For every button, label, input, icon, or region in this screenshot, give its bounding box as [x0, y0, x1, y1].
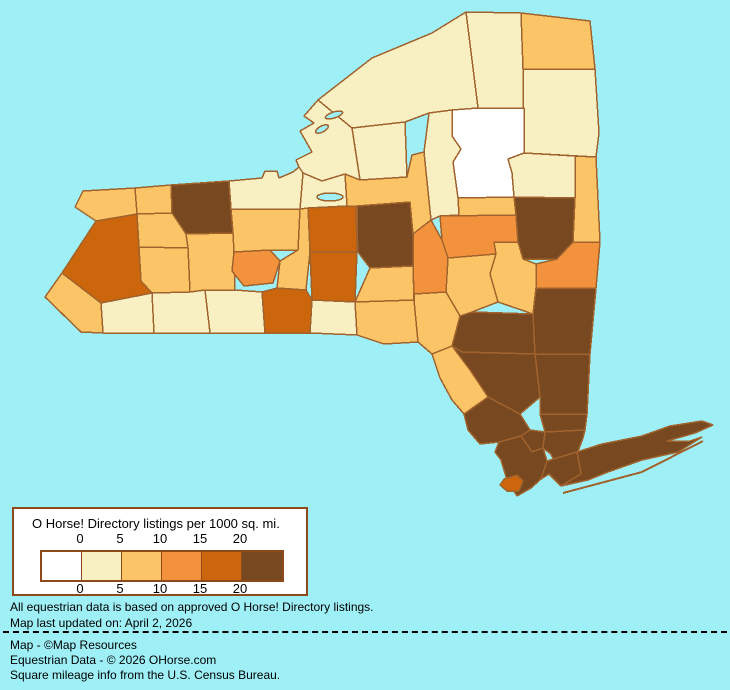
county-clinton[interactable] [520, 12, 596, 70]
tick-label: 0 [76, 531, 84, 546]
county-washington[interactable] [572, 155, 601, 243]
legend-swatch-2 [122, 552, 162, 580]
chaumont-bay [314, 124, 330, 134]
county-orleans[interactable] [134, 184, 173, 215]
county-tompkins[interactable] [261, 287, 313, 334]
county-dutchess[interactable] [534, 353, 591, 415]
county-staten-island[interactable] [499, 474, 524, 492]
map-credits: Map - ©Map Resources Equestrian Data - ©… [10, 638, 280, 683]
county-steuben[interactable] [204, 289, 266, 334]
county-madison[interactable] [356, 201, 414, 269]
tick-label: 10 [152, 531, 168, 546]
barrier-islands [562, 440, 704, 494]
county-seneca[interactable] [231, 249, 281, 287]
county-putnam[interactable] [539, 413, 588, 433]
tick-label: 20 [232, 531, 248, 546]
county-columbia[interactable] [532, 287, 597, 355]
last-updated: Map last updated on: April 2, 2026 [10, 616, 193, 630]
county-lewis[interactable] [351, 121, 408, 181]
tick-label: 15 [192, 581, 208, 596]
county-tioga[interactable] [309, 299, 358, 336]
dashed-divider [3, 631, 727, 633]
tick-label: 0 [76, 581, 84, 596]
tick-label: 5 [116, 531, 124, 546]
new-york-state-map [44, 11, 714, 497]
county-ontario[interactable] [230, 208, 301, 253]
legend-swatch-5 [242, 552, 282, 580]
legend-swatch-0 [42, 552, 82, 580]
county-wayne[interactable] [228, 166, 304, 210]
credit-census: Square mileage info from the U.S. Census… [10, 668, 281, 682]
county-suffolk[interactable] [560, 420, 714, 487]
legend-title: O Horse! Directory listings per 1000 sq.… [32, 516, 280, 531]
county-otsego[interactable] [412, 219, 449, 295]
county-essex[interactable] [522, 68, 600, 158]
map-notes: All equestrian data is based on approved… [10, 599, 374, 631]
oneida-lake [316, 192, 344, 202]
legend-swatch-4 [202, 552, 242, 580]
county-wyoming[interactable] [138, 246, 191, 294]
tick-label: 5 [116, 581, 124, 596]
county-broome[interactable] [354, 299, 419, 345]
tick-label: 10 [152, 581, 168, 596]
county-warren[interactable] [507, 152, 576, 199]
tick-label: 15 [192, 531, 208, 546]
county-greene[interactable] [451, 311, 536, 355]
county-chenango[interactable] [354, 265, 415, 303]
county-chautauqua[interactable] [44, 272, 104, 334]
legend-swatch-1 [82, 552, 122, 580]
county-allegany[interactable] [151, 289, 211, 334]
legend-color-bar [40, 550, 284, 582]
black-river-bay [324, 110, 344, 120]
legend: O Horse! Directory listings per 1000 sq.… [12, 507, 308, 596]
credit-map-source: Map - ©Map Resources [10, 638, 137, 652]
legend-swatch-3 [162, 552, 202, 580]
county-onondaga[interactable] [307, 205, 358, 253]
tick-label: 20 [232, 581, 248, 596]
data-disclaimer: All equestrian data is based on approved… [10, 600, 374, 614]
credit-equestrian-data: Equestrian Data - © 2026 OHorse.com [10, 653, 217, 667]
county-cortland[interactable] [309, 251, 358, 303]
county-livingston[interactable] [185, 232, 236, 293]
